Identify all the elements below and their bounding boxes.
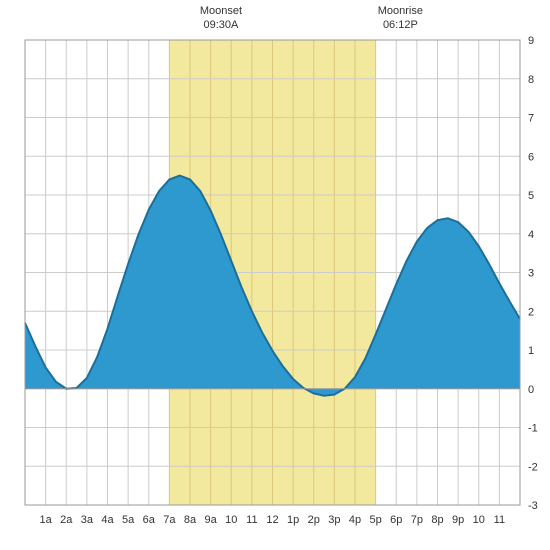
x-tick-label: 8p bbox=[431, 514, 443, 526]
y-tick-label: 4 bbox=[528, 229, 534, 241]
y-tick-label: 2 bbox=[528, 306, 534, 318]
moonrise-label: Moonrise bbox=[378, 5, 423, 17]
x-tick-label: 1a bbox=[40, 514, 53, 526]
x-tick-label: 7a bbox=[163, 514, 176, 526]
x-tick-label: 6a bbox=[143, 514, 156, 526]
moonset-time: 09:30A bbox=[204, 19, 240, 31]
x-tick-label: 4p bbox=[349, 514, 361, 526]
x-tick-label: 5a bbox=[122, 514, 135, 526]
y-tick-label: 6 bbox=[528, 151, 534, 163]
y-tick-label: 8 bbox=[528, 74, 534, 86]
x-tick-label: 2a bbox=[60, 514, 73, 526]
x-tick-label: 10 bbox=[225, 514, 237, 526]
x-tick-label: 6p bbox=[390, 514, 402, 526]
x-tick-label: 4a bbox=[101, 514, 114, 526]
x-tick-label: 10 bbox=[473, 514, 485, 526]
y-tick-label: 7 bbox=[528, 113, 534, 125]
x-tick-label: 8a bbox=[184, 514, 197, 526]
chart-svg: -3-2-101234567891a2a3a4a5a6a7a8a9a101112… bbox=[0, 0, 550, 550]
x-tick-label: 3a bbox=[81, 514, 94, 526]
x-tick-label: 9p bbox=[452, 514, 464, 526]
y-tick-label: 3 bbox=[528, 268, 534, 280]
moonrise-time: 06:12P bbox=[383, 19, 418, 31]
x-tick-label: 11 bbox=[246, 514, 257, 526]
x-tick-label: 5p bbox=[370, 514, 382, 526]
x-tick-label: 12 bbox=[266, 514, 278, 526]
x-tick-label: 3p bbox=[328, 514, 340, 526]
x-tick-label: 11 bbox=[494, 514, 505, 526]
x-tick-label: 2p bbox=[308, 514, 320, 526]
tide-chart: -3-2-101234567891a2a3a4a5a6a7a8a9a101112… bbox=[0, 0, 550, 550]
x-tick-label: 7p bbox=[411, 514, 423, 526]
moonset-label: Moonset bbox=[200, 5, 242, 17]
y-tick-label: -2 bbox=[528, 461, 538, 473]
y-tick-label: 5 bbox=[528, 190, 534, 202]
y-tick-label: -1 bbox=[528, 423, 538, 435]
x-tick-label: 9a bbox=[205, 514, 218, 526]
x-tick-label: 1p bbox=[287, 514, 299, 526]
y-tick-label: 1 bbox=[528, 345, 534, 357]
y-tick-label: 9 bbox=[528, 35, 534, 47]
y-tick-label: 0 bbox=[528, 384, 534, 396]
y-tick-label: -3 bbox=[528, 500, 538, 512]
